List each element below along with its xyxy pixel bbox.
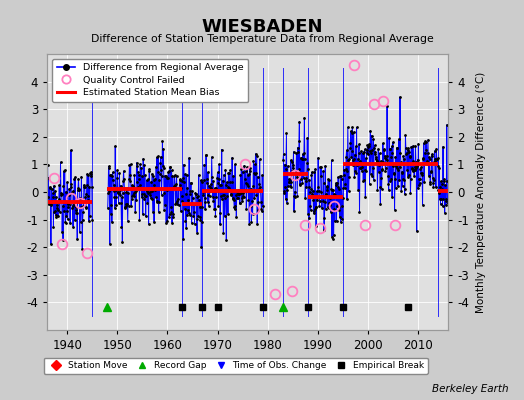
Text: WIESBADEN: WIESBADEN bbox=[201, 18, 323, 36]
Text: Difference of Station Temperature Data from Regional Average: Difference of Station Temperature Data f… bbox=[91, 34, 433, 44]
Text: Berkeley Earth: Berkeley Earth bbox=[432, 384, 508, 394]
Y-axis label: Monthly Temperature Anomaly Difference (°C): Monthly Temperature Anomaly Difference (… bbox=[476, 71, 486, 313]
Legend: Station Move, Record Gap, Time of Obs. Change, Empirical Break: Station Move, Record Gap, Time of Obs. C… bbox=[43, 358, 428, 374]
